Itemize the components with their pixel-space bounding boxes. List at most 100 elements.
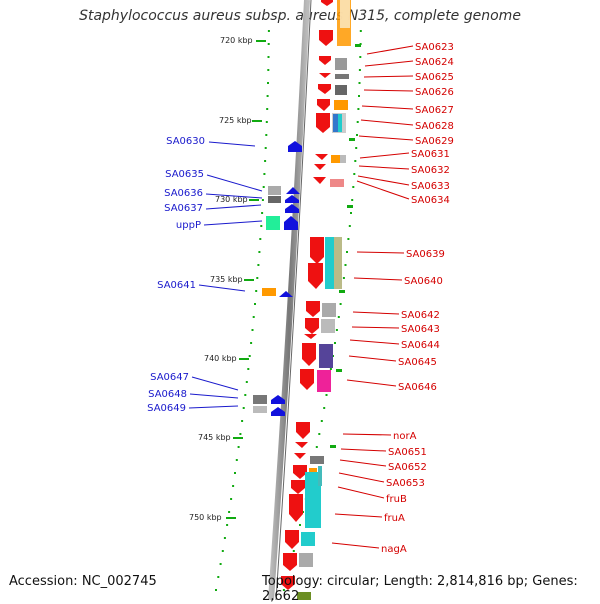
gene-label[interactable]: SA0625 xyxy=(415,72,454,83)
gene-label[interactable]: SA0644 xyxy=(401,340,440,351)
gene-label[interactable]: SA0631 xyxy=(411,149,450,160)
cds-arrow[interactable] xyxy=(319,30,333,46)
scale-dot xyxy=(335,329,338,331)
gene-label[interactable]: SA0624 xyxy=(415,57,454,68)
gene-label[interactable]: SA0632 xyxy=(411,165,450,176)
gene-label[interactable]: SA0642 xyxy=(401,310,440,321)
scale-dot xyxy=(315,446,318,448)
cds-arrow[interactable] xyxy=(293,465,307,479)
scale-dot xyxy=(239,433,242,435)
cds-arrow[interactable] xyxy=(271,395,285,404)
scale-dot xyxy=(351,199,354,201)
cds-arrow[interactable] xyxy=(294,453,306,459)
cds-arrow[interactable] xyxy=(314,164,326,170)
scale-dot xyxy=(337,316,340,318)
gene-label[interactable]: SA0636 xyxy=(164,188,203,199)
scale-dot xyxy=(325,394,328,396)
gene-label[interactable]: SA0637 xyxy=(164,203,203,214)
cds-arrow[interactable] xyxy=(284,216,298,230)
cds-arrow[interactable] xyxy=(302,343,316,366)
gene-label[interactable]: norA xyxy=(393,431,417,442)
scale-dot xyxy=(215,589,217,591)
scale-dot xyxy=(353,173,356,175)
gene-label[interactable]: SA0643 xyxy=(401,324,440,335)
gene-label[interactable]: SA0626 xyxy=(415,87,454,98)
cds-arrow[interactable] xyxy=(319,56,331,65)
scale-dot xyxy=(247,368,250,370)
gene-label[interactable]: uppP xyxy=(176,220,201,231)
cds-arrow[interactable] xyxy=(286,187,300,194)
gene-label[interactable]: nagA xyxy=(381,544,407,555)
cds-arrow[interactable] xyxy=(285,195,299,203)
gene-label[interactable]: SA0634 xyxy=(411,195,450,206)
gene-label[interactable]: SA0635 xyxy=(165,169,204,180)
gene-label[interactable]: SA0651 xyxy=(388,447,427,458)
scale-dot xyxy=(261,212,264,214)
scale-dot xyxy=(226,524,229,526)
cds-arrow[interactable] xyxy=(321,0,333,6)
cds-arrow[interactable] xyxy=(271,407,285,416)
cds-arrow[interactable] xyxy=(291,480,305,494)
gene-label[interactable]: SA0652 xyxy=(388,462,427,473)
gene-label[interactable]: SA0623 xyxy=(415,42,454,53)
scale-dot xyxy=(264,160,267,162)
scale-dot xyxy=(356,134,358,136)
cds-arrow[interactable] xyxy=(304,334,317,339)
gene-label[interactable]: SA0629 xyxy=(415,136,454,147)
scale-dot xyxy=(299,524,301,526)
gene-label[interactable]: SA0648 xyxy=(148,389,187,400)
cds-arrow[interactable] xyxy=(306,301,320,317)
gene-label[interactable]: SA0628 xyxy=(415,121,454,132)
forward-gc-marks xyxy=(330,44,361,448)
cds-arrow[interactable] xyxy=(317,99,330,111)
gene-label[interactable]: SA0647 xyxy=(150,372,189,383)
tick-label: 730 kbp xyxy=(215,195,248,204)
gene-label[interactable]: SA0640 xyxy=(404,276,443,287)
gene-label[interactable]: SA0645 xyxy=(398,357,437,368)
cds-arrow[interactable] xyxy=(310,237,324,264)
forward-strand-features xyxy=(281,0,333,590)
tick-label: 725 kbp xyxy=(219,116,252,125)
scale-dot xyxy=(223,537,226,539)
tick-label: 745 kbp xyxy=(198,433,231,442)
gene-label[interactable]: fruB xyxy=(386,494,407,505)
gene-label[interactable]: SA0646 xyxy=(398,382,437,393)
gene-label[interactable]: SA0653 xyxy=(386,478,425,489)
gene-label[interactable]: SA0649 xyxy=(147,403,186,414)
scale-dot xyxy=(265,134,268,136)
gene-label[interactable]: SA0630 xyxy=(166,136,205,147)
scale-dot xyxy=(346,251,348,253)
cds-arrow[interactable] xyxy=(288,141,302,152)
cds-arrow[interactable] xyxy=(308,263,323,289)
gene-label[interactable]: fruA xyxy=(384,513,405,524)
cds-arrow[interactable] xyxy=(319,73,331,78)
tick-740: 740 kbp xyxy=(204,354,249,363)
cds-arrow[interactable] xyxy=(295,442,308,448)
gene-label[interactable]: SA0639 xyxy=(406,249,445,260)
cds-arrow[interactable] xyxy=(300,369,314,390)
scale-dot xyxy=(262,186,265,188)
cds-arrow[interactable] xyxy=(315,154,328,160)
cds-arrow[interactable] xyxy=(318,84,331,94)
cds-arrow[interactable] xyxy=(281,576,295,590)
gene-label[interactable]: SA0633 xyxy=(411,181,450,192)
genome-backbone xyxy=(268,0,310,600)
cds-arrow[interactable] xyxy=(305,318,319,334)
cds-arrow[interactable] xyxy=(285,204,299,213)
reverse-strand-features xyxy=(271,141,302,416)
gene-label[interactable]: SA0627 xyxy=(415,105,454,116)
scale-dot xyxy=(267,82,269,84)
scale-dot xyxy=(348,225,351,227)
scale-dot xyxy=(342,277,345,279)
cds-arrow[interactable] xyxy=(279,291,293,297)
scale-dot xyxy=(334,342,336,344)
cds-arrow[interactable] xyxy=(296,422,310,439)
cds-arrow[interactable] xyxy=(316,113,330,133)
cds-arrow[interactable] xyxy=(285,530,299,549)
gene-label[interactable]: SA0641 xyxy=(157,280,196,291)
scale-dot xyxy=(248,355,251,357)
cds-arrow[interactable] xyxy=(283,553,297,571)
cds-arrow[interactable] xyxy=(313,177,326,184)
cds-arrow[interactable] xyxy=(289,494,303,522)
scale-dot xyxy=(260,225,263,227)
